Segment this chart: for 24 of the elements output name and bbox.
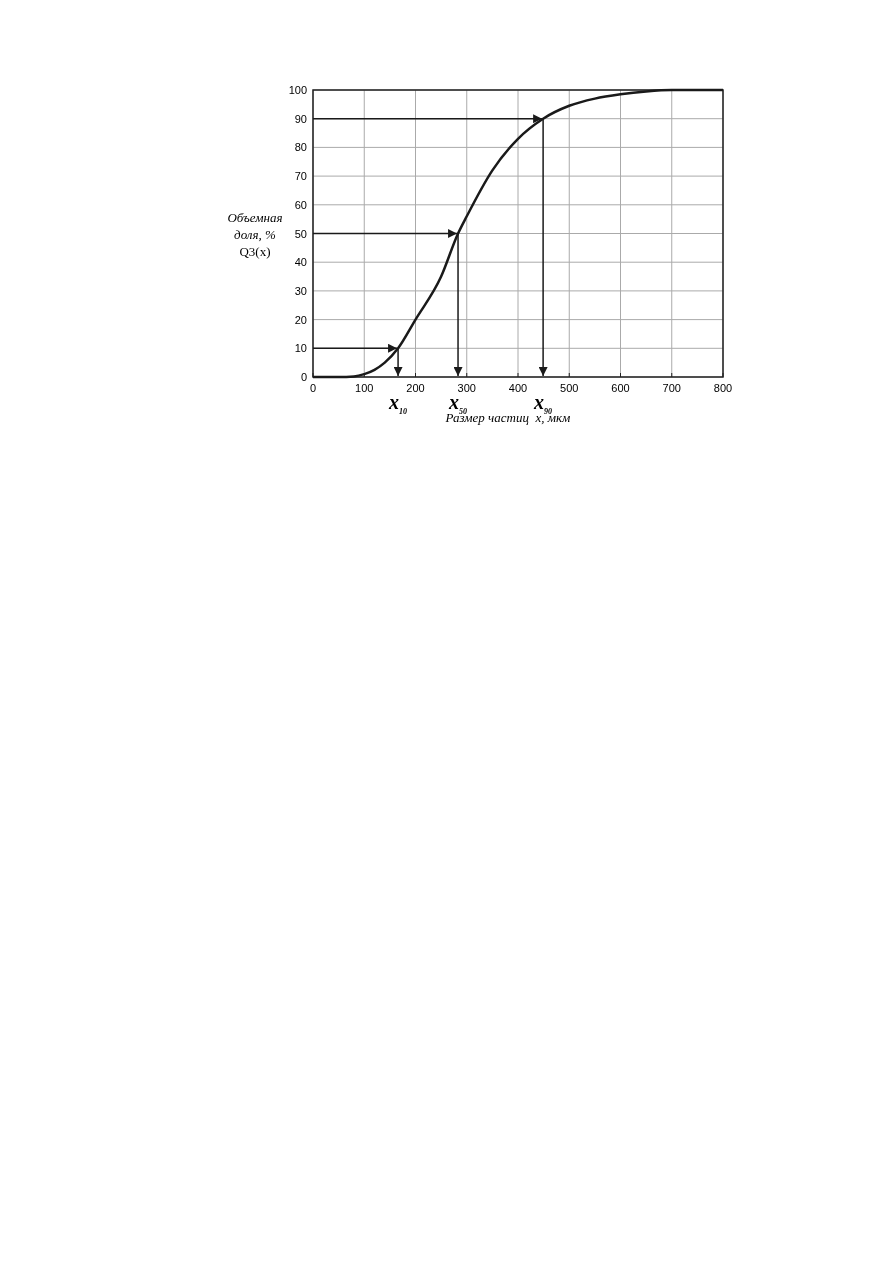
y-tick-label: 0 xyxy=(300,371,307,383)
x-tick-label: 300 xyxy=(457,382,476,394)
annotation: x$_{90}$ xyxy=(533,391,553,416)
y-tick-label: 30 xyxy=(294,284,307,297)
x-tick-label: 700 xyxy=(662,382,681,394)
y-tick-label: 20 xyxy=(294,313,307,326)
y-tick-label: 80 xyxy=(294,141,307,154)
y-tick-label: 70 xyxy=(294,170,307,183)
x-tick-label: 0 xyxy=(309,382,317,394)
annotation: x$_{10}$ xyxy=(388,391,408,416)
y-tick-label: 100 xyxy=(288,84,307,96)
x-tick-label: 600 xyxy=(611,382,630,394)
x-tick-label: 200 xyxy=(406,382,425,394)
line-series xyxy=(311,88,725,379)
y-tick-label: 10 xyxy=(294,342,307,355)
y-tick-label: 90 xyxy=(294,112,307,125)
x-tick-label: 500 xyxy=(560,382,579,394)
x-tick-label: 400 xyxy=(508,382,528,394)
y-tick-label: 50 xyxy=(294,227,307,240)
y-axis-title: Объемная доля, % Q3(x) xyxy=(227,210,283,259)
y-tick-label: 40 xyxy=(294,256,307,269)
x-tick-label: 800 xyxy=(713,382,733,394)
y-tick-label: 60 xyxy=(294,198,307,211)
x-tick-label: 100 xyxy=(355,382,374,394)
